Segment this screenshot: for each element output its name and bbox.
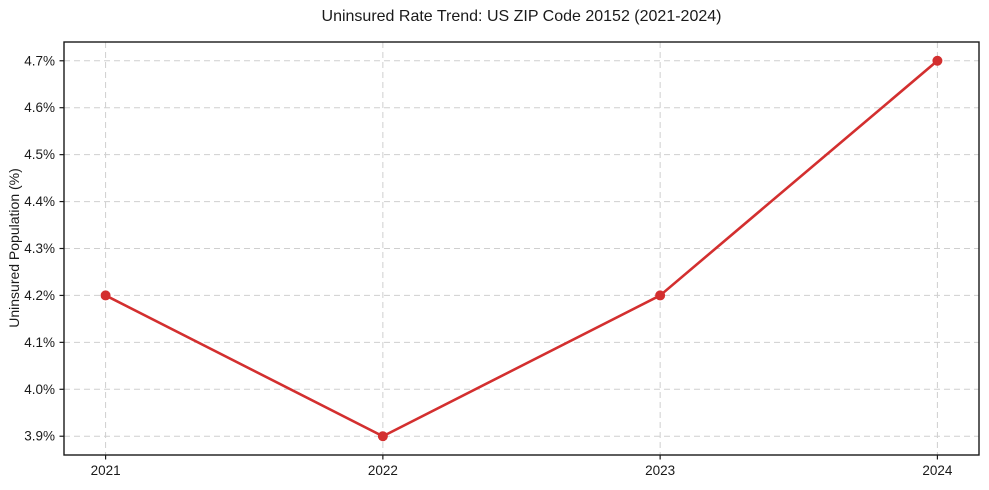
x-tick-label: 2022 xyxy=(368,463,398,478)
y-tick-label: 4.0% xyxy=(24,382,55,397)
y-tick-label: 4.5% xyxy=(24,147,55,162)
data-point-marker xyxy=(100,290,111,301)
y-tick-label: 4.1% xyxy=(24,335,55,350)
axes-frame xyxy=(63,41,980,456)
x-tick-label: 2023 xyxy=(645,463,675,478)
y-tick-label: 4.6% xyxy=(24,100,55,115)
data-point-marker xyxy=(377,431,388,442)
data-point-marker xyxy=(655,290,666,301)
y-tick-label: 4.7% xyxy=(24,53,55,68)
y-tick-label: 3.9% xyxy=(24,429,55,444)
data-point-marker xyxy=(932,55,943,66)
trend-line xyxy=(104,59,939,438)
x-tick-label: 2024 xyxy=(922,463,953,478)
y-tick-label: 4.4% xyxy=(24,194,55,209)
y-tick-label: 4.2% xyxy=(24,288,55,303)
chart-title: Uninsured Rate Trend: US ZIP Code 20152 … xyxy=(321,8,722,25)
y-tick-label: 4.3% xyxy=(24,241,55,256)
x-tick-label: 2021 xyxy=(91,463,121,478)
